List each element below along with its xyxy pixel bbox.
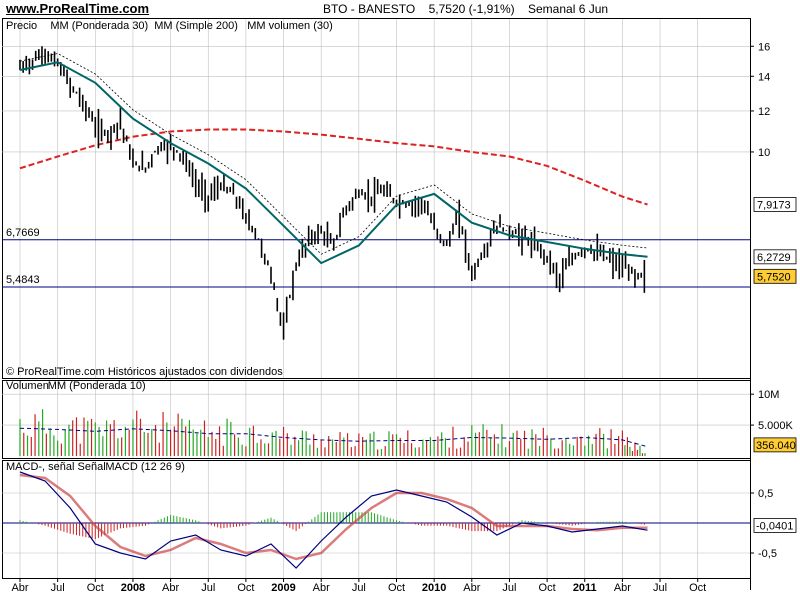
x-tick-label: 2010 — [422, 582, 446, 594]
value-tag-label: 5,7520 — [757, 271, 791, 283]
price-label: 5,7520 (-1,91%) — [428, 2, 515, 16]
x-tick-label: Oct — [689, 582, 706, 594]
y-tick-label: 0,5 — [758, 488, 773, 500]
legend-item: MM (Simple 200) — [154, 20, 238, 32]
value-tag-box — [753, 518, 797, 533]
y-tick-label: 5.000K — [758, 420, 794, 432]
sma200-line — [19, 128, 648, 206]
period-label: Semanal 6 Jun — [528, 2, 609, 16]
x-tick-label: 2011 — [573, 582, 597, 594]
title-bar: www.ProRealTime.com BTO - BANESTO 5,7520… — [0, 0, 800, 18]
x-tick-label: Abr — [614, 582, 631, 594]
value-tag-label: 7,9173 — [757, 199, 791, 211]
volume-bars — [19, 409, 646, 456]
panel-frame-macd — [2, 460, 751, 579]
legend-item: Volumen — [6, 380, 49, 392]
x-tick-label: Jul — [201, 582, 215, 594]
x-tick-label: 2008 — [121, 582, 145, 594]
ticker-info: BTO - BANESTO 5,7520 (-1,91%) Semanal 6 … — [323, 2, 618, 16]
macd-histogram — [19, 512, 645, 540]
x-tick-label: Oct — [388, 582, 405, 594]
y-tick-label: 14 — [758, 71, 770, 83]
legend-item: MM volumen (30) — [247, 20, 333, 32]
volume-ma-dotted-line — [19, 53, 648, 255]
x-tick-label: Oct — [87, 582, 104, 594]
legend-item: MM (Ponderada 30) — [50, 20, 148, 32]
y-tick-label: 16 — [758, 41, 770, 53]
x-tick-label: Jul — [653, 582, 667, 594]
y-tick-label: 10 — [758, 147, 770, 159]
x-tick-label: 2009 — [271, 582, 295, 594]
y-tick-label: -0,5 — [758, 548, 777, 560]
legend-item: MACD (12 26 9) — [105, 461, 184, 473]
volume-ma-line — [19, 427, 648, 448]
y-tick-label: 12 — [758, 106, 770, 118]
price-bars — [19, 46, 646, 340]
x-tick-label: Abr — [162, 582, 179, 594]
copyright-annotation: © ProRealTime.com Históricos ajustados c… — [6, 366, 283, 378]
wma30-line — [19, 61, 648, 265]
x-tick-label: Abr — [463, 582, 480, 594]
panel-frame-price — [2, 18, 751, 379]
y-tick-label: 10M — [758, 389, 779, 401]
value-tag-label: 356.040 — [756, 440, 796, 452]
x-tick-label: Jul — [502, 582, 516, 594]
value-tag-label: 6,2729 — [757, 252, 791, 264]
x-tick-label: Abr — [313, 582, 330, 594]
macd-line — [19, 471, 648, 569]
support-line-label: 5,4843 — [6, 274, 40, 286]
value-tag-box — [753, 249, 797, 265]
x-tick-label: Oct — [237, 582, 254, 594]
x-tick-label: Jul — [352, 582, 366, 594]
legend-item: MACD-, señal Señal — [6, 461, 106, 473]
site-link[interactable]: www.ProRealTime.com — [6, 1, 150, 16]
support-line-label: 6,7669 — [6, 227, 40, 239]
legend-item: Precio — [6, 20, 37, 32]
x-tick-label: Jul — [51, 582, 65, 594]
value-tag-box — [753, 268, 797, 284]
value-tag-box — [753, 197, 797, 212]
value-tag-box — [753, 437, 797, 453]
symbol-label: BTO - BANESTO — [323, 2, 416, 16]
x-tick-label: Abr — [11, 582, 28, 594]
value-tag-label: -0,0401 — [756, 520, 793, 532]
x-tick-label: Oct — [539, 582, 556, 594]
legend-item: MM (Ponderada 10) — [48, 380, 146, 392]
